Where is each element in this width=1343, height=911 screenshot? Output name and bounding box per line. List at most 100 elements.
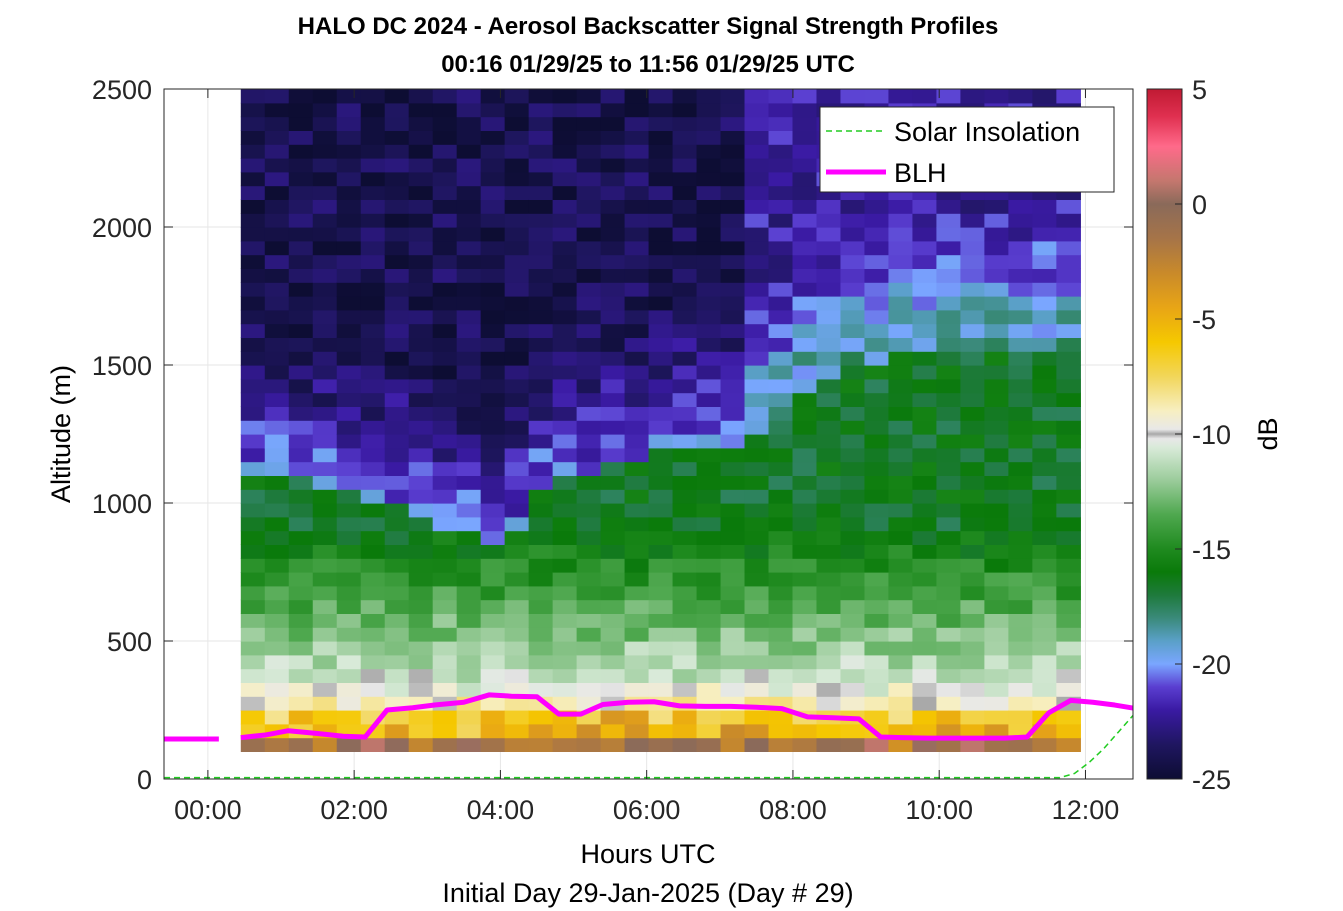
heatmap-cell — [432, 282, 458, 297]
heatmap-cell — [288, 227, 314, 242]
heatmap-cell — [504, 447, 530, 463]
heatmap-cell — [864, 461, 890, 476]
y-tick-label: 500 — [107, 627, 152, 657]
heatmap-cell — [528, 599, 554, 614]
heatmap-cell — [648, 572, 674, 587]
heatmap-cell — [1008, 544, 1033, 559]
heatmap-cell — [384, 158, 410, 173]
heatmap-cell — [288, 599, 314, 614]
heatmap-cell — [1032, 213, 1057, 228]
heatmap-cell — [576, 240, 602, 256]
heatmap-cell — [456, 158, 482, 173]
heatmap-cell — [384, 337, 410, 352]
heatmap-cell — [528, 254, 554, 269]
heatmap-cell — [888, 475, 914, 490]
heatmap-cell — [696, 461, 722, 476]
heatmap-cell — [432, 627, 458, 642]
heatmap-cell — [576, 641, 602, 656]
heatmap-cell — [840, 392, 866, 407]
heatmap-cell — [624, 144, 650, 159]
heatmap-cell — [624, 572, 650, 587]
heatmap-cell — [384, 654, 410, 670]
heatmap-cell — [552, 392, 578, 407]
heatmap-cell — [336, 737, 362, 752]
heatmap-cell — [576, 516, 602, 532]
heatmap-cell — [312, 475, 338, 490]
heatmap-cell — [624, 185, 650, 200]
heatmap-cell — [648, 682, 674, 697]
heatmap-cell — [744, 323, 770, 338]
heatmap-cell — [264, 323, 290, 338]
heatmap-cell — [264, 144, 290, 159]
heatmap-cell — [576, 544, 602, 559]
heatmap-cell — [576, 185, 602, 200]
heatmap-cell — [744, 378, 770, 394]
y-tick-label: 2000 — [92, 213, 152, 243]
heatmap-cell — [240, 158, 266, 173]
heatmap-cell — [288, 420, 314, 435]
heatmap-cell — [1056, 572, 1081, 587]
heatmap-cell — [816, 254, 842, 269]
heatmap-cell — [912, 461, 938, 476]
colorbar-tick-label: -5 — [1192, 305, 1216, 335]
heatmap-cell — [768, 323, 794, 338]
heatmap-cell — [696, 89, 722, 104]
heatmap-cell — [432, 144, 458, 159]
heatmap-cell — [240, 378, 266, 394]
heatmap-cell — [936, 737, 962, 752]
heatmap-cell — [432, 392, 458, 407]
heatmap-cell — [456, 365, 482, 380]
heatmap-cell — [888, 434, 914, 449]
colorbar-tick-label: -20 — [1192, 650, 1231, 680]
heatmap-cell — [336, 102, 362, 118]
heatmap-cell — [384, 599, 410, 614]
heatmap-cell — [648, 227, 674, 242]
heatmap-cell — [336, 627, 362, 642]
heatmap-cell — [936, 461, 962, 476]
heatmap-cell — [984, 627, 1009, 642]
heatmap-cell — [480, 378, 506, 394]
heatmap-cell — [1032, 516, 1057, 532]
heatmap-cell — [528, 516, 554, 532]
heatmap-cell — [528, 130, 554, 145]
heatmap-cell — [576, 447, 602, 463]
colorbar-tick-label: -25 — [1192, 765, 1231, 795]
heatmap-cell — [504, 627, 530, 642]
heatmap-cell — [312, 668, 338, 683]
heatmap-cell — [264, 282, 290, 297]
heatmap-cell — [1008, 654, 1033, 670]
heatmap-cell — [576, 627, 602, 642]
heatmap-cell — [768, 503, 794, 518]
heatmap-cell — [1008, 89, 1033, 104]
heatmap-cell — [312, 599, 338, 614]
heatmap-cell — [648, 282, 674, 297]
heatmap-cell — [840, 737, 866, 752]
heatmap-cell — [408, 309, 434, 325]
heatmap-cell — [432, 585, 458, 601]
heatmap-cell — [624, 641, 650, 656]
heatmap-cell — [528, 489, 554, 504]
heatmap-cell — [888, 558, 914, 573]
heatmap-cell — [1056, 351, 1081, 366]
heatmap-cell — [672, 240, 698, 256]
heatmap-cell — [1056, 89, 1081, 104]
heatmap-cell — [696, 185, 722, 200]
heatmap-cell — [552, 668, 578, 683]
heatmap-cell — [624, 378, 650, 394]
heatmap-cell — [600, 116, 626, 131]
heatmap-cell — [456, 351, 482, 366]
heatmap-cell — [336, 654, 362, 670]
heatmap-cell — [288, 544, 314, 559]
heatmap-cell — [408, 613, 434, 628]
heatmap-cell — [528, 461, 554, 476]
heatmap-cell — [912, 89, 938, 104]
heatmap-cell — [816, 516, 842, 532]
heatmap-cell — [528, 268, 554, 283]
heatmap-cell — [960, 199, 985, 214]
heatmap-cell — [1056, 530, 1081, 545]
heatmap-cell — [912, 282, 938, 297]
heatmap-cell — [360, 392, 386, 407]
heatmap-cell — [792, 268, 818, 283]
heatmap-cell — [552, 599, 578, 614]
heatmap-cell — [360, 406, 386, 421]
